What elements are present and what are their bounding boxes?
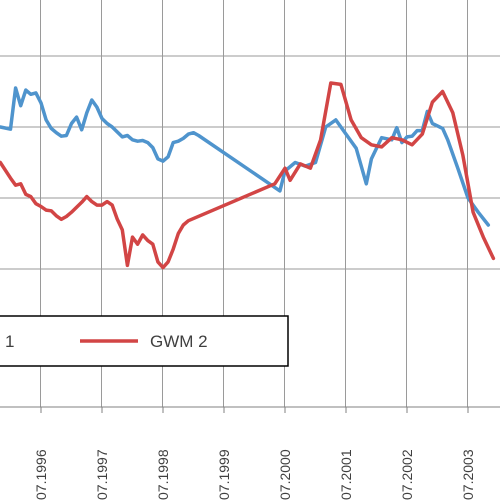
legend: 1 GWM 2: [0, 315, 289, 367]
legend-box: [0, 315, 289, 367]
x-tick-label: 07.1998: [155, 449, 171, 500]
x-tick-label: 07.1997: [94, 449, 110, 500]
series-line-2: [0, 81, 496, 270]
series-lines: [0, 81, 496, 270]
x-tick-label: 07.2001: [338, 449, 354, 500]
x-tick-label: 07.2002: [399, 449, 415, 500]
grid: [0, 0, 500, 413]
x-tick-label: 07.2000: [277, 449, 293, 500]
legend-label-series-1: 1: [5, 332, 14, 351]
legend-label-series-2: GWM 2: [150, 332, 208, 351]
x-tick-label: 07.1999: [216, 449, 232, 500]
x-tick-label: 07.1996: [33, 449, 49, 500]
x-tick-labels: 07.1996 07.1997 07.1998 07.1999 07.2000 07.20…: [33, 449, 476, 500]
x-tick-label: 07.2003: [460, 449, 476, 500]
series-line-1: [0, 86, 491, 227]
